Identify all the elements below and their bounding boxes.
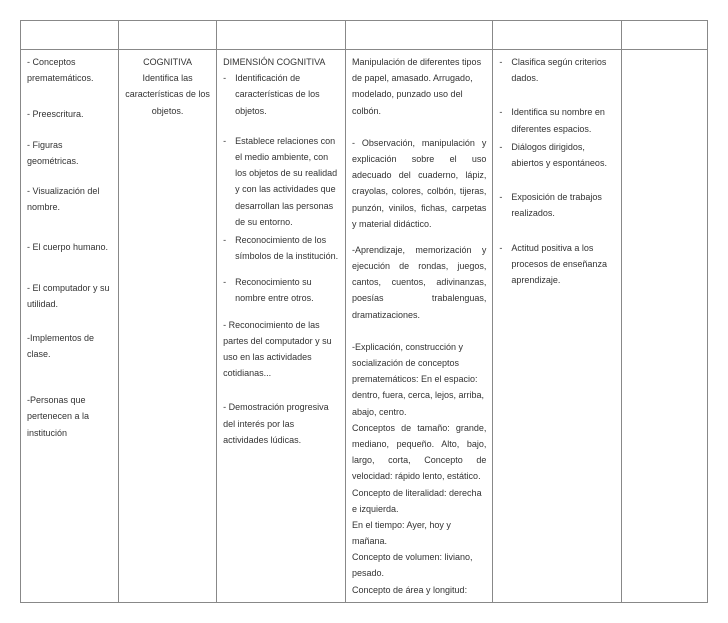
dimension-bullet: - Identificación de características de l…	[223, 70, 339, 119]
col-activities: Manipulación de diferentes tipos de pape…	[345, 50, 492, 603]
outcome-bullet: - Diálogos dirigidos, abiertos y espontá…	[499, 139, 615, 171]
topic-item: - Preescritura.	[27, 106, 112, 122]
curriculum-table: - Conceptos prematemáticos. - Preescritu…	[20, 20, 708, 603]
activity-text: - Observación, manipulación y explicació…	[352, 135, 486, 232]
cognitiva-title: COGNITIVA	[125, 54, 210, 70]
activity-text: -Explicación, construcción y socializaci…	[352, 339, 486, 420]
topic-item: - Figuras geométricas.	[27, 137, 112, 169]
activity-text: Concepto de área y longitud:	[352, 582, 486, 598]
activity-text: En el tiempo: Ayer, hoy y mañana.	[352, 517, 486, 549]
cognitiva-text: Identifica las características de los ob…	[125, 70, 210, 119]
header-row	[21, 21, 708, 50]
outcome-bullet: - Actitud positiva a los procesos de ens…	[499, 240, 615, 289]
topic-item: - El cuerpo humano.	[27, 239, 112, 255]
dimension-bullet: - Reconocimiento su nombre entre otros.	[223, 274, 339, 306]
col-outcomes: - Clasifica según criterios dados. - Ide…	[493, 50, 622, 603]
dimension-text: - Reconocimiento de las partes del compu…	[223, 317, 339, 382]
outcome-bullet: - Clasifica según criterios dados.	[499, 54, 615, 86]
activity-text: Concepto de volumen: liviano, pesado.	[352, 549, 486, 581]
dimension-bullet: - Establece relaciones con el medio ambi…	[223, 133, 339, 230]
topic-item: - El computador y su utilidad.	[27, 280, 112, 312]
col-topics: - Conceptos prematemáticos. - Preescritu…	[21, 50, 119, 603]
topic-item: - Conceptos prematemáticos.	[27, 54, 112, 86]
topic-item: -Implementos de clase.	[27, 330, 112, 362]
dimension-bullet: - Reconocimiento de los símbolos de la i…	[223, 232, 339, 264]
topic-item: -Personas que pertenecen a la institució…	[27, 392, 112, 441]
dimension-title: DIMENSIÓN COGNITIVA	[223, 54, 339, 70]
activity-text: Concepto de literalidad: derecha e izqui…	[352, 485, 486, 517]
activity-text: -Aprendizaje, memorización y ejecución d…	[352, 242, 486, 323]
activity-text: Manipulación de diferentes tipos de pape…	[352, 54, 486, 119]
col-dimension: DIMENSIÓN COGNITIVA - Identificación de …	[217, 50, 346, 603]
outcome-bullet: - Exposición de trabajos realizados.	[499, 189, 615, 221]
topic-item: - Visualización del nombre.	[27, 183, 112, 215]
dimension-text: - Demostración progresiva del interés po…	[223, 399, 339, 448]
col-cognitiva: COGNITIVA Identifica las características…	[119, 50, 217, 603]
col-empty	[622, 50, 708, 603]
content-row: - Conceptos prematemáticos. - Preescritu…	[21, 50, 708, 603]
outcome-bullet: - Identifica su nombre en diferentes esp…	[499, 104, 615, 136]
activity-text: Conceptos de tamaño: grande, mediano, pe…	[352, 420, 486, 485]
